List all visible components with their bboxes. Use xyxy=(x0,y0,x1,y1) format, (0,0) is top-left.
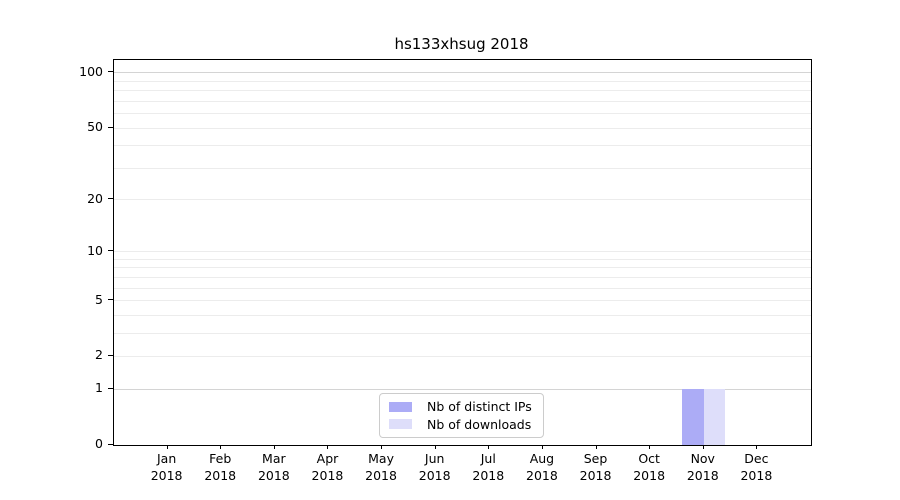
x-tick-year: 2018 xyxy=(579,468,612,483)
x-tick-year: 2018 xyxy=(311,468,344,483)
x-tick-year: 2018 xyxy=(472,468,505,483)
x-tick-year: 2018 xyxy=(526,468,558,483)
x-tick-label-jul: Jul 2018 xyxy=(448,450,528,484)
legend-entry-downloads: Nb of downloads xyxy=(384,417,539,432)
gridline-y-9 xyxy=(114,258,811,260)
x-tick-mark-dec xyxy=(756,445,758,449)
x-tick-mark-nov xyxy=(702,445,704,449)
y-tick-label-1: 1 xyxy=(95,380,103,396)
x-tick-label-apr: Apr 2018 xyxy=(287,450,367,484)
x-tick-month: Jul xyxy=(480,451,496,466)
gridline-y-20 xyxy=(114,199,811,201)
x-tick-year: 2018 xyxy=(740,468,773,483)
x-tick-month: Aug xyxy=(529,451,555,466)
gridline-y-70 xyxy=(114,100,811,102)
y-tick-label-2: 2 xyxy=(95,347,103,363)
gridline-y-1 xyxy=(114,388,811,390)
x-tick-mark-oct xyxy=(649,445,651,449)
y-tick-label-50: 50 xyxy=(87,119,103,135)
x-tick-label-nov: Nov 2018 xyxy=(663,450,743,484)
bar-downloads-nov xyxy=(703,389,726,445)
x-tick-month: Sep xyxy=(583,451,608,466)
y-tick-mark-10 xyxy=(108,250,113,252)
chart-title: hs133xhsug 2018 xyxy=(394,35,529,53)
gridline-y-7 xyxy=(114,276,811,278)
y-tick-label-20: 20 xyxy=(87,190,103,206)
x-tick-month: May xyxy=(368,451,394,466)
x-tick-label-may: May 2018 xyxy=(341,450,421,484)
gridline-y-3 xyxy=(114,332,811,334)
x-tick-mark-feb xyxy=(220,445,222,449)
gridline-y-50 xyxy=(114,127,811,129)
x-tick-month: Dec xyxy=(744,451,769,466)
gridline-y-10 xyxy=(114,251,811,253)
y-tick-label-0: 0 xyxy=(95,436,103,451)
x-tick-year: 2018 xyxy=(150,468,183,483)
x-tick-year: 2018 xyxy=(686,468,719,483)
y-tick-mark-0 xyxy=(108,443,113,445)
x-tick-month: Jun xyxy=(424,451,445,466)
x-tick-label-aug: Aug 2018 xyxy=(502,450,582,484)
x-tick-label-jan: Jan 2018 xyxy=(127,450,207,484)
x-tick-year: 2018 xyxy=(204,468,237,483)
x-tick-month: Jan xyxy=(156,451,177,466)
x-tick-label-feb: Feb 2018 xyxy=(180,450,260,484)
x-tick-mark-jan xyxy=(166,445,168,449)
y-tick-label-100: 100 xyxy=(79,63,103,79)
gridline-y-4 xyxy=(114,314,811,316)
x-tick-month: Nov xyxy=(690,451,715,466)
plot-area: Nb of distinct IPs Nb of downloads xyxy=(113,59,812,446)
x-tick-label-mar: Mar 2018 xyxy=(234,450,314,484)
x-tick-month: Feb xyxy=(209,451,232,466)
y-tick-mark-1 xyxy=(108,387,113,389)
x-tick-month: Mar xyxy=(262,451,286,466)
legend-label-downloads: Nb of downloads xyxy=(427,416,532,432)
x-tick-year: 2018 xyxy=(365,468,397,483)
x-tick-year: 2018 xyxy=(418,468,451,483)
x-tick-mark-jul xyxy=(488,445,490,449)
x-tick-mark-aug xyxy=(541,445,543,449)
gridline-y-60 xyxy=(114,113,811,115)
x-tick-label-oct: Oct 2018 xyxy=(609,450,689,484)
x-tick-mark-apr xyxy=(327,445,329,449)
legend-label-distinct-ips: Nb of distinct IPs xyxy=(427,399,532,415)
y-tick-mark-50 xyxy=(108,126,113,128)
x-tick-mark-jun xyxy=(434,445,436,449)
y-tick-label-5: 5 xyxy=(95,291,103,307)
x-tick-mark-may xyxy=(381,445,383,449)
y-tick-label-10: 10 xyxy=(87,242,103,258)
x-tick-year: 2018 xyxy=(257,468,290,483)
gridline-y-6 xyxy=(114,287,811,289)
gridline-y-90 xyxy=(114,80,811,82)
x-tick-month: Oct xyxy=(638,451,660,466)
x-tick-mark-mar xyxy=(273,445,275,449)
legend-swatch-distinct-ips-icon xyxy=(389,401,412,412)
y-tick-mark-100 xyxy=(108,71,113,73)
y-tick-mark-20 xyxy=(108,198,113,200)
legend-entry-distinct-ips: Nb of distinct IPs xyxy=(384,399,539,414)
y-tick-mark-2 xyxy=(108,354,113,356)
x-tick-label-jun: Jun 2018 xyxy=(395,450,475,484)
gridline-y-80 xyxy=(114,90,811,92)
bar-distinct-ips-nov xyxy=(682,389,704,445)
gridline-y-5 xyxy=(114,300,811,302)
legend-swatch-downloads-icon xyxy=(389,419,412,430)
legend: Nb of distinct IPs Nb of downloads xyxy=(379,393,544,438)
x-tick-label-sep: Sep 2018 xyxy=(556,450,636,484)
x-tick-mark-sep xyxy=(595,445,597,449)
gridline-y-100 xyxy=(114,72,811,74)
gridline-y-30 xyxy=(114,167,811,169)
gridline-y-2 xyxy=(114,355,811,357)
x-tick-year: 2018 xyxy=(633,468,666,483)
gridline-y-8 xyxy=(114,267,811,269)
x-tick-month: Apr xyxy=(316,451,339,466)
x-tick-label-dec: Dec 2018 xyxy=(716,450,796,484)
gridline-y-40 xyxy=(114,145,811,147)
y-tick-mark-5 xyxy=(108,299,113,301)
